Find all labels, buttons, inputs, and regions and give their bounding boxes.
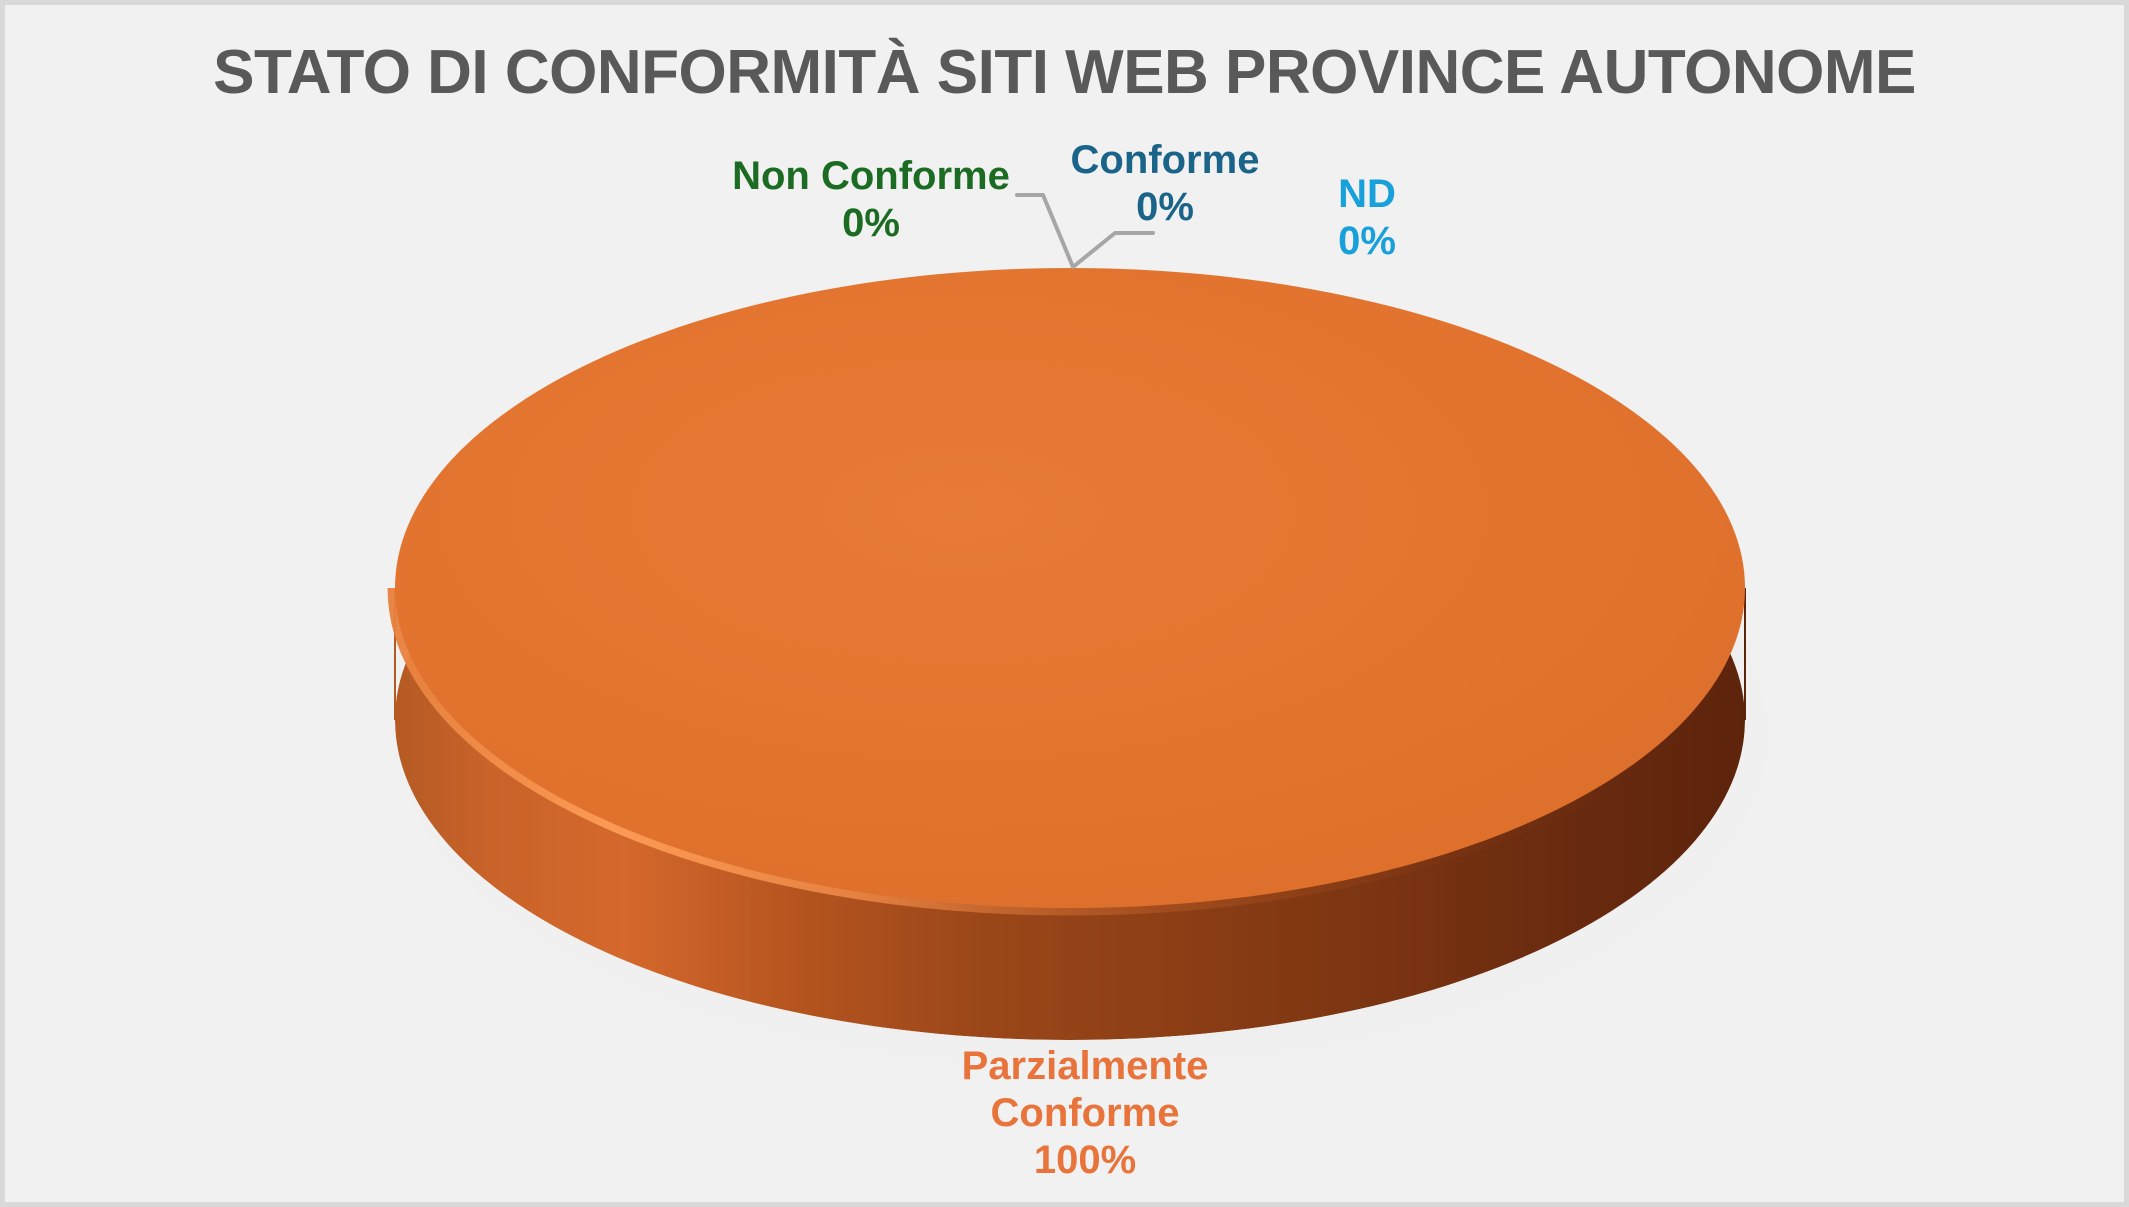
- data-label-conforme-value: 0%: [1136, 185, 1194, 230]
- plot-area: [5, 5, 2124, 1202]
- data-label-parzialmente-conforme-name-1: Parzialmente: [961, 1044, 1209, 1088]
- pie-top-face: [395, 268, 1745, 908]
- data-label-non-conforme-name: Non Conforme: [732, 154, 1010, 198]
- pie-chart-graphic: [373, 193, 1793, 1080]
- chart-title: STATO DI CONFORMITÀ SITI WEB PROVINCE AU…: [213, 38, 1916, 107]
- data-label-nd-name: ND: [1338, 172, 1396, 216]
- leader-line-non-conforme: [1015, 193, 1075, 269]
- data-label-non-conforme-value: 0%: [842, 201, 900, 246]
- data-label-parzialmente-conforme-value: 100%: [1033, 1138, 1137, 1183]
- leader-line-conforme: [1071, 231, 1155, 269]
- data-label-nd: ND 0%: [1297, 171, 1437, 265]
- data-label-parzialmente-conforme-name-2: Conforme: [990, 1091, 1180, 1136]
- data-label-conforme-name: Conforme: [1070, 138, 1260, 182]
- data-label-conforme: Conforme 0%: [1045, 137, 1285, 231]
- data-label-non-conforme: Non Conforme 0%: [731, 153, 1011, 247]
- data-label-nd-value: 0%: [1338, 219, 1396, 264]
- data-label-parzialmente-conforme: Parzialmente Conforme 100%: [885, 1043, 1285, 1185]
